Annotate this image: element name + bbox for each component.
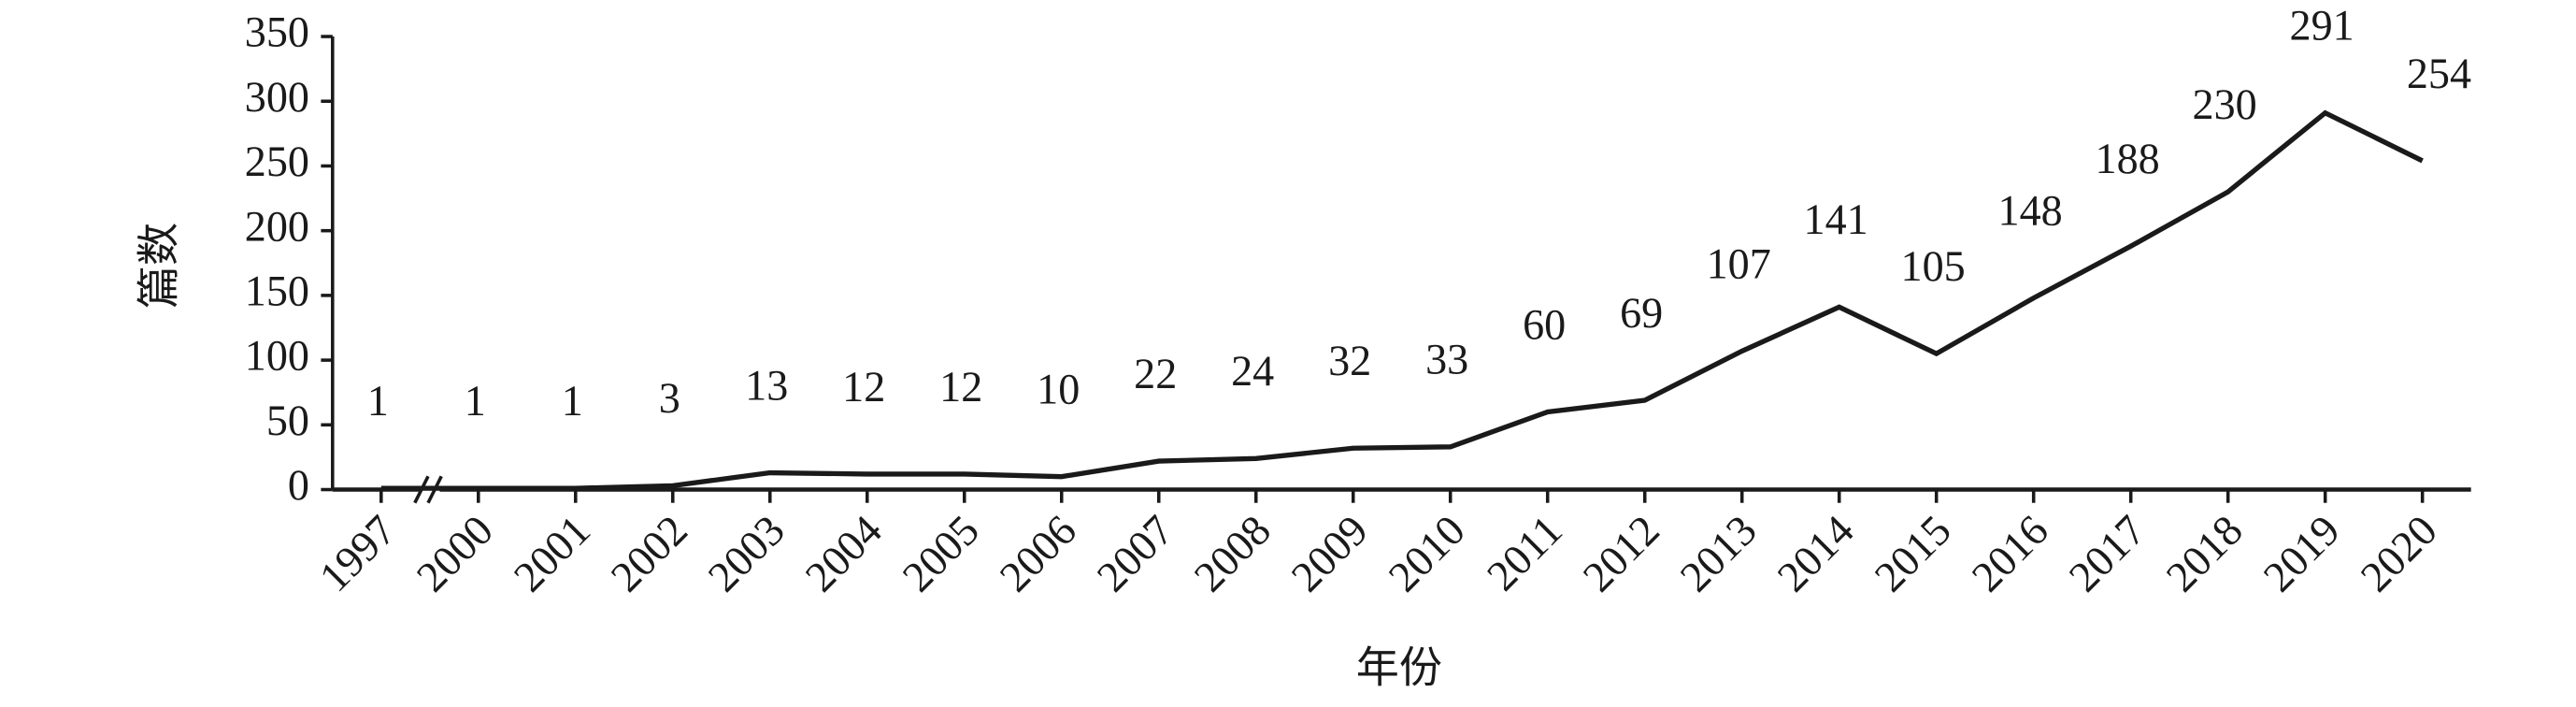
x-axis-title: 年份 [1356, 643, 1442, 691]
data-label: 254 [2407, 50, 2471, 97]
data-label: 1 [562, 377, 583, 425]
data-label: 69 [1620, 289, 1663, 337]
data-label: 107 [1707, 239, 1771, 287]
data-label: 141 [1804, 195, 1868, 243]
data-label: 148 [1998, 187, 2063, 235]
y-tick-label: 250 [245, 137, 309, 185]
data-label: 33 [1425, 336, 1468, 383]
y-tick-label: 200 [245, 202, 309, 250]
data-label: 1 [465, 377, 486, 425]
data-label: 1 [367, 377, 389, 425]
y-tick-label: 300 [245, 73, 309, 121]
y-axis-title: 篇数 [135, 223, 182, 309]
data-label: 13 [745, 361, 788, 409]
y-tick-label: 150 [245, 267, 309, 314]
data-label: 24 [1231, 347, 1274, 395]
data-label: 12 [842, 363, 885, 411]
line [380, 109, 2424, 491]
data-label: 60 [1523, 300, 1566, 348]
y-tick-label: 50 [266, 397, 309, 444]
data-label: 291 [2290, 2, 2354, 50]
data-label: 230 [2193, 80, 2257, 128]
data-label: 188 [2096, 135, 2160, 182]
data-label: 22 [1134, 350, 1177, 397]
y-tick-label: 0 [288, 461, 309, 509]
y-tick-label: 350 [245, 8, 309, 56]
data-label: 32 [1328, 337, 1371, 384]
data-label: 105 [1901, 242, 1966, 290]
data-label: 10 [1037, 366, 1080, 413]
y-tick-label: 100 [245, 332, 309, 380]
data-label: 3 [659, 374, 680, 422]
data-label: 12 [939, 363, 982, 411]
